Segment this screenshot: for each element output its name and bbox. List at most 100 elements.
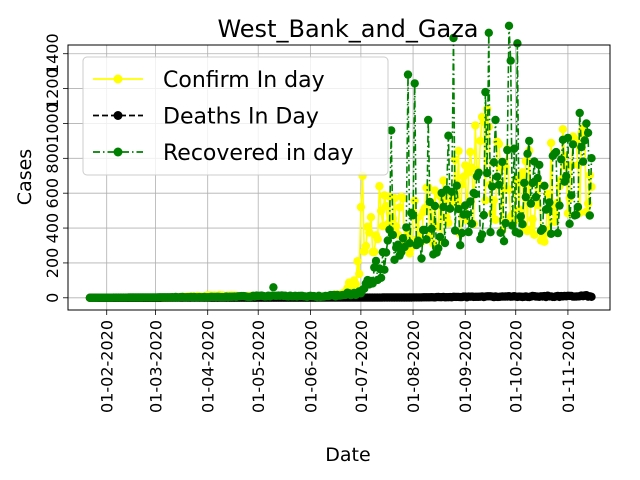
- data-point: [538, 224, 547, 234]
- x-tick-label: 01-09-2020: [456, 320, 475, 413]
- data-point: [427, 224, 436, 233]
- data-point: [491, 215, 500, 224]
- data-point: [555, 201, 564, 210]
- data-point: [395, 203, 404, 212]
- data-point: [563, 133, 573, 143]
- data-point: [466, 197, 475, 206]
- data-point: [471, 121, 480, 130]
- x-tick-label: 01-03-2020: [147, 320, 166, 413]
- data-point: [508, 221, 517, 230]
- legend-label: Deaths In Day: [163, 105, 319, 130]
- data-point: [553, 228, 562, 238]
- data-point: [430, 186, 440, 195]
- legend-marker: [113, 147, 123, 157]
- data-point: [486, 228, 495, 237]
- data-point: [452, 181, 461, 190]
- data-point: [403, 70, 413, 79]
- y-tick-label: 1200: [43, 68, 62, 109]
- x-axis: 01-02-2020 01-03-2020 01-04-2020 01-05-2020…: [98, 310, 578, 413]
- data-point: [585, 171, 594, 180]
- data-point: [417, 254, 426, 263]
- x-tick-label: 01-06-2020: [301, 320, 320, 413]
- data-point: [392, 222, 401, 231]
- data-point: [447, 187, 456, 196]
- data-point: [484, 28, 493, 37]
- data-point: [504, 21, 514, 30]
- data-point: [464, 227, 473, 237]
- data-point: [356, 202, 366, 212]
- legend: Confirm In day Deaths In Day Recovered in …: [82, 56, 389, 176]
- data-point: [355, 269, 364, 279]
- data-point: [530, 230, 539, 239]
- data-point: [375, 182, 384, 191]
- data-point: [388, 230, 398, 240]
- data-point: [514, 229, 524, 238]
- data-point: [435, 232, 445, 242]
- data-point: [380, 265, 389, 274]
- data-point: [567, 191, 576, 200]
- data-point: [370, 247, 379, 257]
- legend-box: [82, 56, 389, 176]
- data-point: [474, 168, 483, 177]
- data-point: [580, 136, 589, 145]
- y-tick-label: 400: [43, 213, 62, 244]
- y-tick-label: 0: [43, 293, 62, 303]
- data-point: [462, 210, 472, 219]
- data-point: [450, 226, 460, 235]
- x-axis-label: Date: [325, 444, 370, 466]
- data-point: [498, 157, 507, 167]
- data-point: [546, 138, 556, 148]
- data-point: [467, 219, 477, 228]
- data-point: [503, 145, 512, 155]
- data-point: [410, 79, 419, 88]
- data-point: [439, 176, 448, 185]
- data-point: [582, 119, 591, 128]
- data-point: [583, 128, 593, 137]
- legend-marker: [113, 74, 123, 84]
- data-point: [525, 136, 534, 146]
- data-point: [353, 257, 362, 266]
- data-point: [578, 157, 588, 166]
- y-axis-label: Cases: [14, 149, 36, 205]
- data-point: [546, 229, 556, 238]
- data-point: [521, 192, 530, 202]
- data-point: [420, 225, 429, 235]
- data-point: [533, 173, 542, 183]
- y-tick-label: 1400: [43, 33, 62, 74]
- x-tick-label: 01-11-2020: [559, 320, 578, 413]
- data-point: [454, 204, 463, 214]
- data-point: [477, 230, 487, 239]
- data-point: [482, 168, 492, 178]
- data-point: [466, 147, 475, 157]
- data-point: [489, 158, 499, 167]
- data-point: [489, 196, 499, 205]
- data-point: [456, 241, 465, 250]
- chart-title: West_Bank_and_Gaza: [217, 15, 478, 43]
- data-point: [415, 238, 424, 247]
- data-point: [439, 202, 448, 212]
- y-tick-label: 600: [43, 178, 62, 209]
- legend-marker: [113, 111, 123, 120]
- data-point: [585, 211, 594, 220]
- data-point: [506, 56, 515, 65]
- data-point: [518, 220, 527, 229]
- data-point: [509, 144, 519, 153]
- data-point: [514, 205, 524, 214]
- data-point: [499, 237, 509, 246]
- data-point: [573, 202, 583, 212]
- data-point: [387, 126, 396, 135]
- data-point: [528, 214, 537, 224]
- data-point: [269, 283, 278, 292]
- data-point: [376, 273, 386, 282]
- data-point: [526, 199, 536, 208]
- data-point: [562, 172, 571, 181]
- data-point: [398, 194, 408, 203]
- data-point: [476, 136, 485, 146]
- data-point: [572, 210, 581, 219]
- data-point: [408, 211, 418, 220]
- legend-label: Confirm In day: [163, 68, 325, 93]
- data-point: [457, 228, 467, 238]
- data-point: [422, 235, 431, 244]
- data-point: [565, 219, 574, 228]
- data-point: [373, 234, 382, 244]
